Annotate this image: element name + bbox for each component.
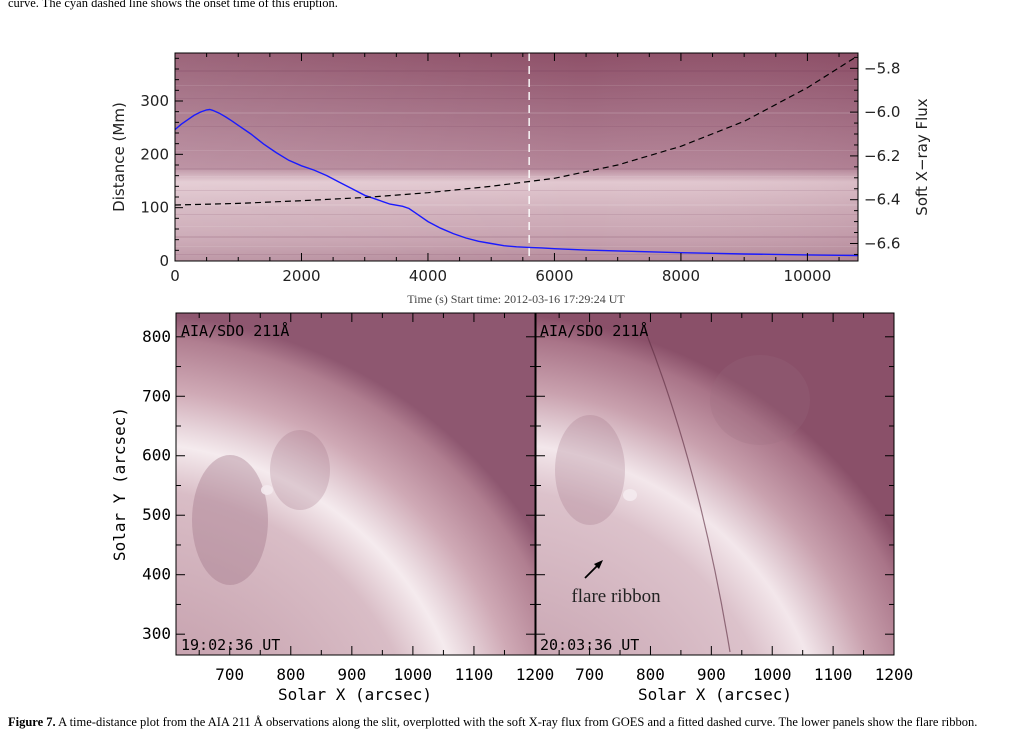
left-aia-image (176, 313, 535, 655)
right-dark-region-2 (710, 355, 810, 445)
flare-ribbon-arrowhead (594, 560, 603, 569)
caption-bottom: Figure 7. A time-distance plot from the … (8, 715, 1028, 729)
left-y-axis-label: Solar Y (arcsec) (110, 407, 129, 561)
streak-line (175, 214, 858, 215)
caption-top: curve. The cyan dashed line shows the on… (8, 0, 338, 10)
y-right-tick-label: −6.2 (864, 147, 900, 165)
x-tick-label: 10000 (784, 267, 832, 285)
image-x-tick-label: 1000 (394, 665, 433, 684)
image-x-tick-label: 800 (276, 665, 305, 684)
image-y-tick-label: 300 (142, 624, 171, 643)
figure-label: Figure 7. (8, 715, 56, 729)
y-tick-label: 300 (140, 92, 169, 110)
y-axis-label-flux: Soft X−ray Flux (913, 98, 931, 216)
image-x-tick-label: 1200 (875, 665, 914, 684)
left-time-label: 19:02:36 UT (181, 636, 280, 654)
image-y-tick-label: 500 (142, 505, 171, 524)
image-y-tick-label: 400 (142, 565, 171, 584)
streak-line (175, 70, 858, 72)
y-tick-label: 200 (140, 145, 169, 163)
image-x-tick-label: 700 (575, 665, 604, 684)
y-right-tick-label: −6.6 (864, 234, 900, 252)
y-right-tick-label: −6.0 (864, 103, 900, 121)
caption-bottom-text: A time-distance plot from the AIA 211 Å … (55, 715, 978, 729)
y-tick-label: 100 (140, 199, 169, 217)
image-x-tick-label: 1200 (516, 665, 555, 684)
x-tick-label: 0 (170, 267, 180, 285)
y-right-tick-label: −5.8 (864, 59, 900, 77)
time-distance-streaks (175, 70, 858, 255)
streak-line (175, 254, 858, 255)
image-y-tick-label: 800 (142, 327, 171, 346)
x-tick-label: 4000 (409, 267, 447, 285)
streak-line (175, 98, 858, 99)
flare-ribbon-annotation: flare ribbon (571, 586, 661, 607)
fitted-dashed-curve (174, 55, 859, 206)
right-instrument-label: AIA/SDO 211Å (540, 321, 648, 340)
time-distance-ticks: 0 2000 4000 6000 8000 10000 0 100 200 300 −6.6 −6.4… (140, 53, 900, 285)
streak-line (175, 112, 858, 114)
streak-line (175, 168, 858, 170)
image-x-tick-label: 900 (697, 665, 726, 684)
image-x-tick-label: 800 (636, 665, 665, 684)
left-image-panel: 700 800 900 1000 1100 1200300400500600700800 … (110, 312, 554, 704)
x-tick-label: 6000 (535, 267, 573, 285)
left-dark-region (192, 455, 268, 585)
left-image-ticks: 700 800 900 1000 1100 1200 300 400 500 600 700 800 (142, 313, 554, 684)
image-y-tick-label: 700 (142, 386, 171, 405)
right-limb-line (644, 329, 731, 653)
streak-line (175, 190, 858, 191)
left-dark-region-2 (270, 430, 330, 510)
left-bright-spot (261, 485, 273, 495)
right-dark-region (555, 415, 625, 525)
right-x-axis-label: Solar X (arcsec) (638, 685, 792, 704)
y-right-tick-label: −6.4 (864, 191, 900, 209)
streak-line (175, 85, 858, 86)
image-x-tick-label: 1100 (814, 665, 853, 684)
right-image-panel: 700 800 900 1000 1100 1200 flare ribbon AIA/S… (535, 312, 913, 704)
streak-line (175, 236, 858, 238)
streak-line (175, 176, 858, 177)
streak-line (175, 126, 858, 127)
y-axis-label-distance: Distance (Mm) (110, 102, 128, 212)
x-tick-label: 8000 (662, 267, 700, 285)
time-distance-frame (174, 52, 859, 262)
image-x-tick-label: 1100 (455, 665, 494, 684)
streak-line (175, 150, 858, 151)
soft-xray-flux-curve (174, 108, 859, 257)
image-x-tick-label: 1000 (753, 665, 792, 684)
image-x-tick-label: 700 (215, 665, 244, 684)
streak-line (175, 226, 858, 227)
right-bright-spot (623, 489, 637, 501)
right-aia-image (536, 313, 894, 655)
right-time-label: 20:03:36 UT (540, 636, 639, 654)
left-instrument-label: AIA/SDO 211Å (181, 321, 289, 340)
streak-line (175, 204, 858, 206)
y-tick-label: 0 (159, 252, 169, 270)
left-x-axis-label: Solar X (arcsec) (278, 685, 432, 704)
x-tick-label: 2000 (282, 267, 320, 285)
right-image-ticks: 700 800 900 1000 1100 1200 (536, 313, 913, 684)
x-axis-label-time: Time (s) Start time: 2012-03-16 17:29:24… (407, 292, 625, 306)
time-distance-panel: 0 2000 4000 6000 8000 10000 0 100 200 300 −6.6 −6.4… (110, 52, 931, 306)
image-y-tick-label: 600 (142, 446, 171, 465)
image-x-tick-label: 900 (337, 665, 366, 684)
